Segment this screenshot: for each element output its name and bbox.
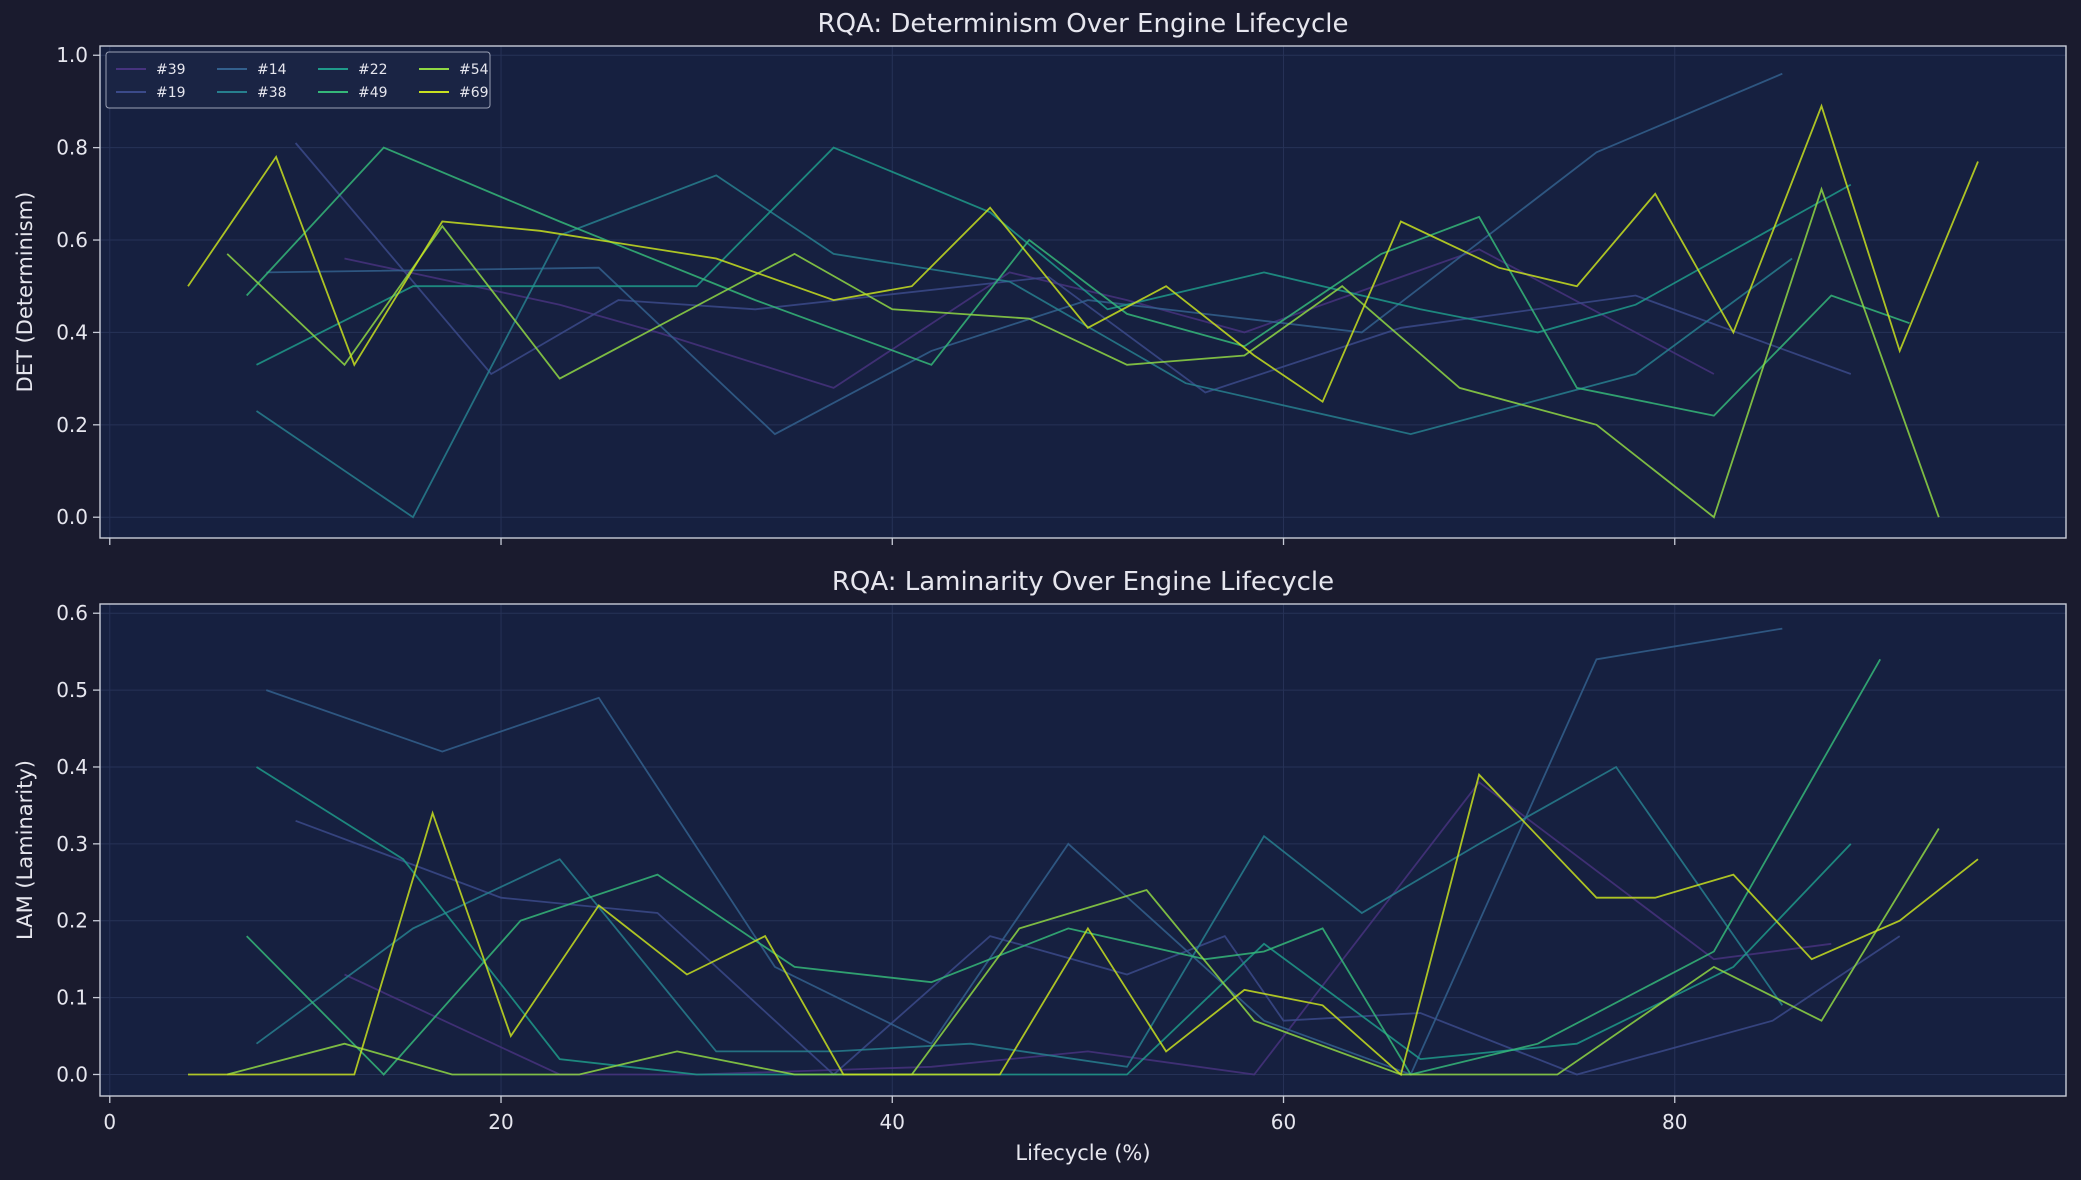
x-tick-label: 0 (103, 1110, 116, 1134)
y-axis-label: LAM (Laminarity) (13, 760, 37, 940)
y-tick-label: 0.6 (56, 228, 88, 252)
laminarity-panel: 0 20 40 60 80 0.0 0.1 0.2 0.3 0.4 0.5 0.6 RQA: Lamin… (13, 567, 2067, 1165)
y-tick-label: 1.0 (56, 43, 88, 67)
y-tick-label: 0.0 (56, 1062, 88, 1086)
axes-frame (99, 603, 2067, 1097)
legend-label-22: #22 (358, 62, 388, 78)
y-tick-label: 0.5 (56, 678, 88, 702)
y-tick-label: 0.4 (56, 320, 88, 344)
chart-title: RQA: Determinism Over Engine Lifecycle (818, 9, 1349, 39)
legend-label-49: #49 (358, 85, 388, 101)
x-tick-label: 20 (488, 1110, 513, 1134)
legend-label-69: #69 (459, 85, 489, 101)
legend-label-54: #54 (459, 62, 489, 78)
series-line-38 (255, 765, 1784, 1068)
y-tick-label: 0.6 (56, 601, 88, 625)
legend-label-38: #38 (257, 85, 287, 101)
series-line-19 (295, 819, 1901, 1076)
series-line-38 (255, 174, 1793, 519)
y-tick-label: 0.2 (56, 413, 88, 437)
series-line-54 (226, 828, 1940, 1076)
series-line-39 (344, 248, 1715, 389)
series-line-69 (188, 772, 1979, 1077)
legend-box (105, 51, 491, 109)
legend: #39 #19 #14 #38 #22 #49 #54 #69 (105, 51, 491, 109)
x-tick-label: 40 (880, 1110, 905, 1134)
determinism-panel: 0.0 0.2 0.4 0.6 0.8 1.0 RQA: Determinism Over … (13, 9, 2067, 545)
legend-label-39: #39 (156, 62, 186, 78)
series-line-39 (344, 781, 1832, 1076)
y-tick-label: 0.1 (56, 986, 88, 1010)
series-line-22 (256, 766, 1852, 1076)
y-tick-label: 0.0 (56, 505, 88, 529)
chart-title: RQA: Laminarity Over Engine Lifecycle (832, 567, 1334, 597)
y-tick-label: 0.4 (56, 755, 88, 779)
y-tick-label: 0.8 (56, 136, 88, 160)
series-line-69 (187, 103, 1979, 404)
y-tick-label: 0.3 (56, 832, 88, 856)
series-line-49 (246, 658, 1881, 1076)
axes-frame (99, 45, 2067, 539)
series-line-54 (226, 186, 1940, 519)
series-line-14 (266, 72, 1783, 436)
legend-label-14: #14 (257, 62, 287, 78)
series-line-19 (294, 142, 1852, 394)
axes-background (100, 46, 2066, 538)
x-axis-label: Lifecycle (%) (1015, 1141, 1150, 1165)
y-tick-label: 0.2 (56, 909, 88, 933)
x-tick-label: 60 (1271, 1110, 1296, 1134)
x-tick-label: 80 (1662, 1110, 1687, 1134)
series-line-49 (246, 146, 1910, 417)
series-line-22 (256, 146, 1852, 366)
series-line-14 (266, 627, 1783, 1076)
y-axis-label: DET (Determinism) (13, 192, 37, 393)
legend-label-19: #19 (156, 85, 186, 101)
